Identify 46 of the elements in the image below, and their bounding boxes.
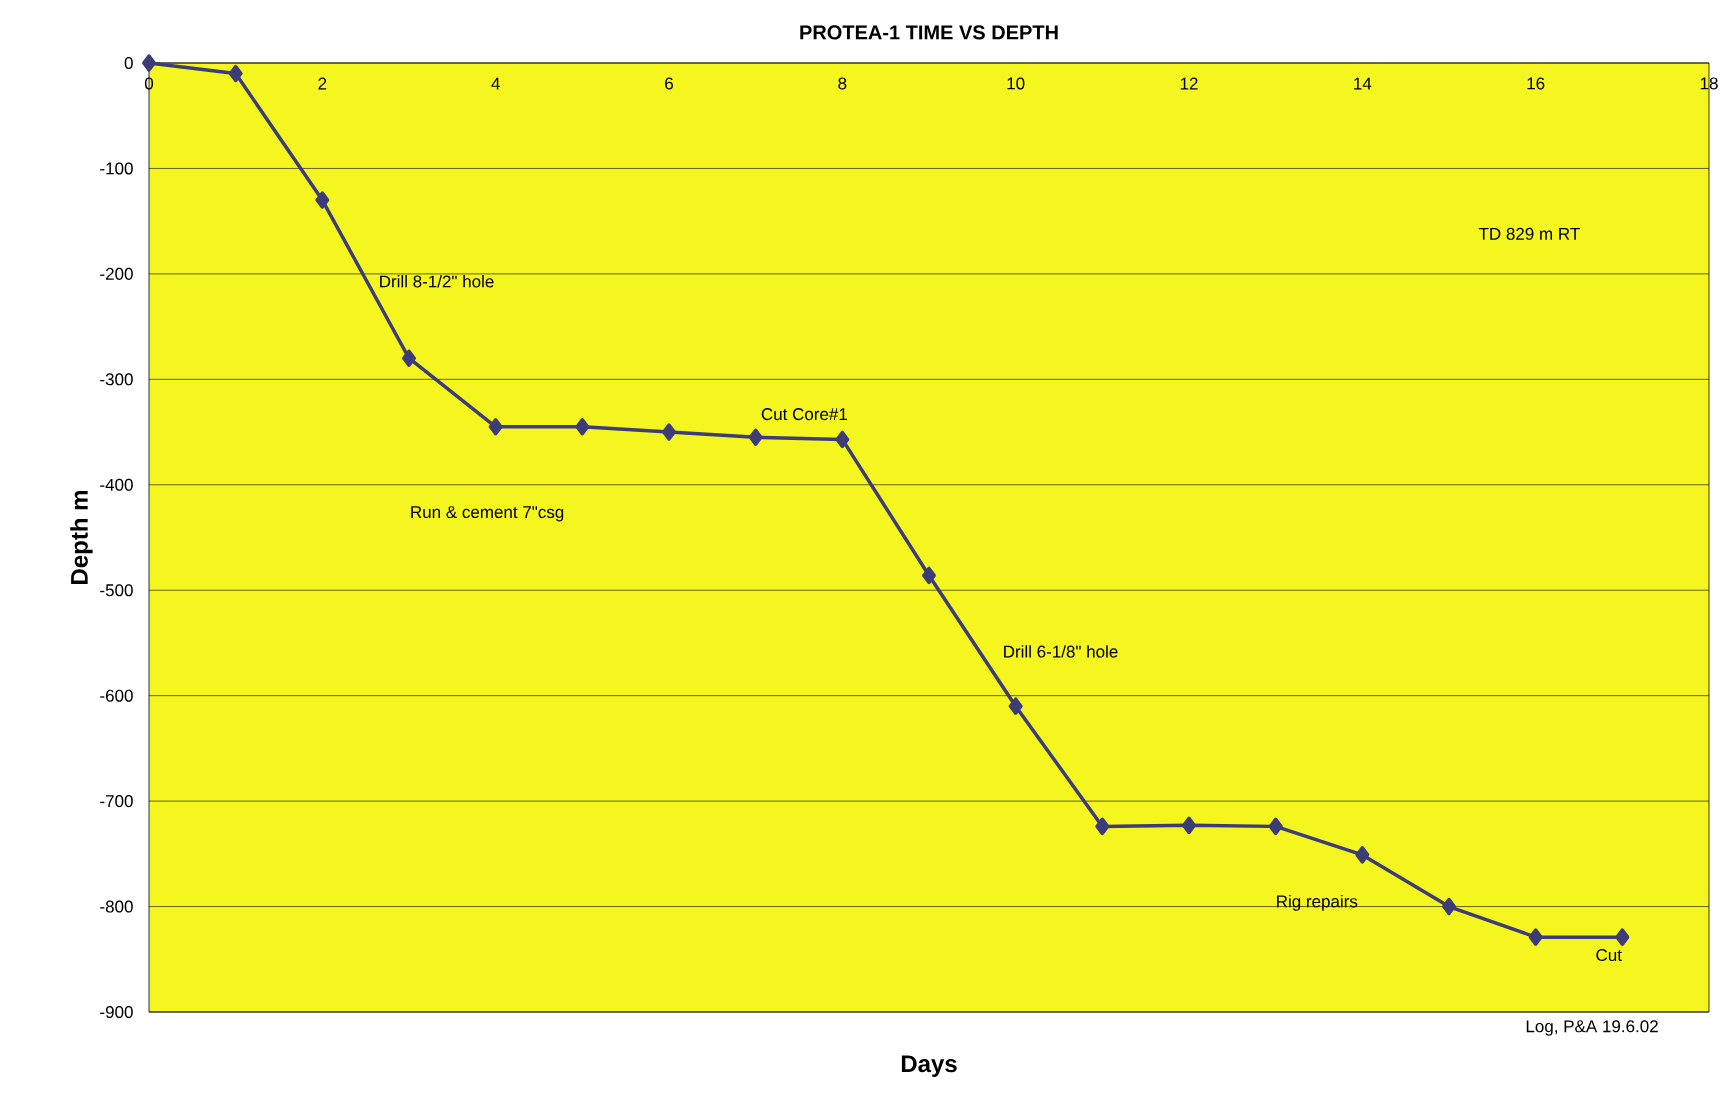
annotation: Drill 8-1/2" hole <box>380 275 494 288</box>
y-tick-label: 0 <box>124 56 133 70</box>
point <box>228 64 243 83</box>
point <box>1355 846 1370 864</box>
x-tick-label: 12 <box>1180 77 1198 90</box>
y-tick-label: -100 <box>100 162 133 175</box>
point <box>1008 697 1023 715</box>
point <box>1182 816 1196 835</box>
x-tick-label: 8 <box>838 77 847 90</box>
text: Log, P&A 19.6.02 <box>1526 1020 1658 1036</box>
x-tick-label: 4 <box>491 77 500 90</box>
point <box>488 418 503 436</box>
y-tick-label: -200 <box>100 267 133 280</box>
point <box>748 428 763 447</box>
point <box>922 566 936 585</box>
x-tick-label: 16 <box>1527 77 1545 90</box>
chart-title: PROTEA-1 TIME VS DEPTH <box>800 25 1058 40</box>
y-tick-label: -700 <box>100 795 133 808</box>
x-axis-title: Days <box>901 1055 957 1078</box>
point <box>1528 928 1543 946</box>
annotation: Cut <box>1596 949 1622 962</box>
point <box>315 191 330 209</box>
y-tick-label: -400 <box>100 478 133 491</box>
point <box>662 423 676 441</box>
y-tick-label: -300 <box>100 373 133 386</box>
point <box>402 349 416 367</box>
point <box>1442 897 1456 916</box>
x-tick-label: 6 <box>665 77 673 90</box>
annotation: Drill 6-1/8" hole <box>1004 645 1118 658</box>
annotation: TD 829 m RT <box>1478 227 1580 240</box>
point <box>1268 817 1283 836</box>
x-tick-label: 14 <box>1354 77 1372 90</box>
annotation: Run & cement 7"csg <box>411 506 564 522</box>
point <box>1095 817 1110 836</box>
y-tick-label: -800 <box>100 900 133 913</box>
y-tick-label: -600 <box>100 689 133 702</box>
point <box>142 54 156 72</box>
point <box>1615 928 1630 946</box>
point <box>835 430 850 449</box>
annotation: Cut Core#1 <box>761 408 847 421</box>
y-tick-label: -900 <box>100 1005 133 1019</box>
x-tick-label: 2 <box>318 77 327 90</box>
x-tick-label: 10 <box>1007 77 1025 90</box>
y-axis-title: Depth m <box>70 491 93 584</box>
point <box>575 418 590 436</box>
y-tick-label: -500 <box>100 584 133 597</box>
